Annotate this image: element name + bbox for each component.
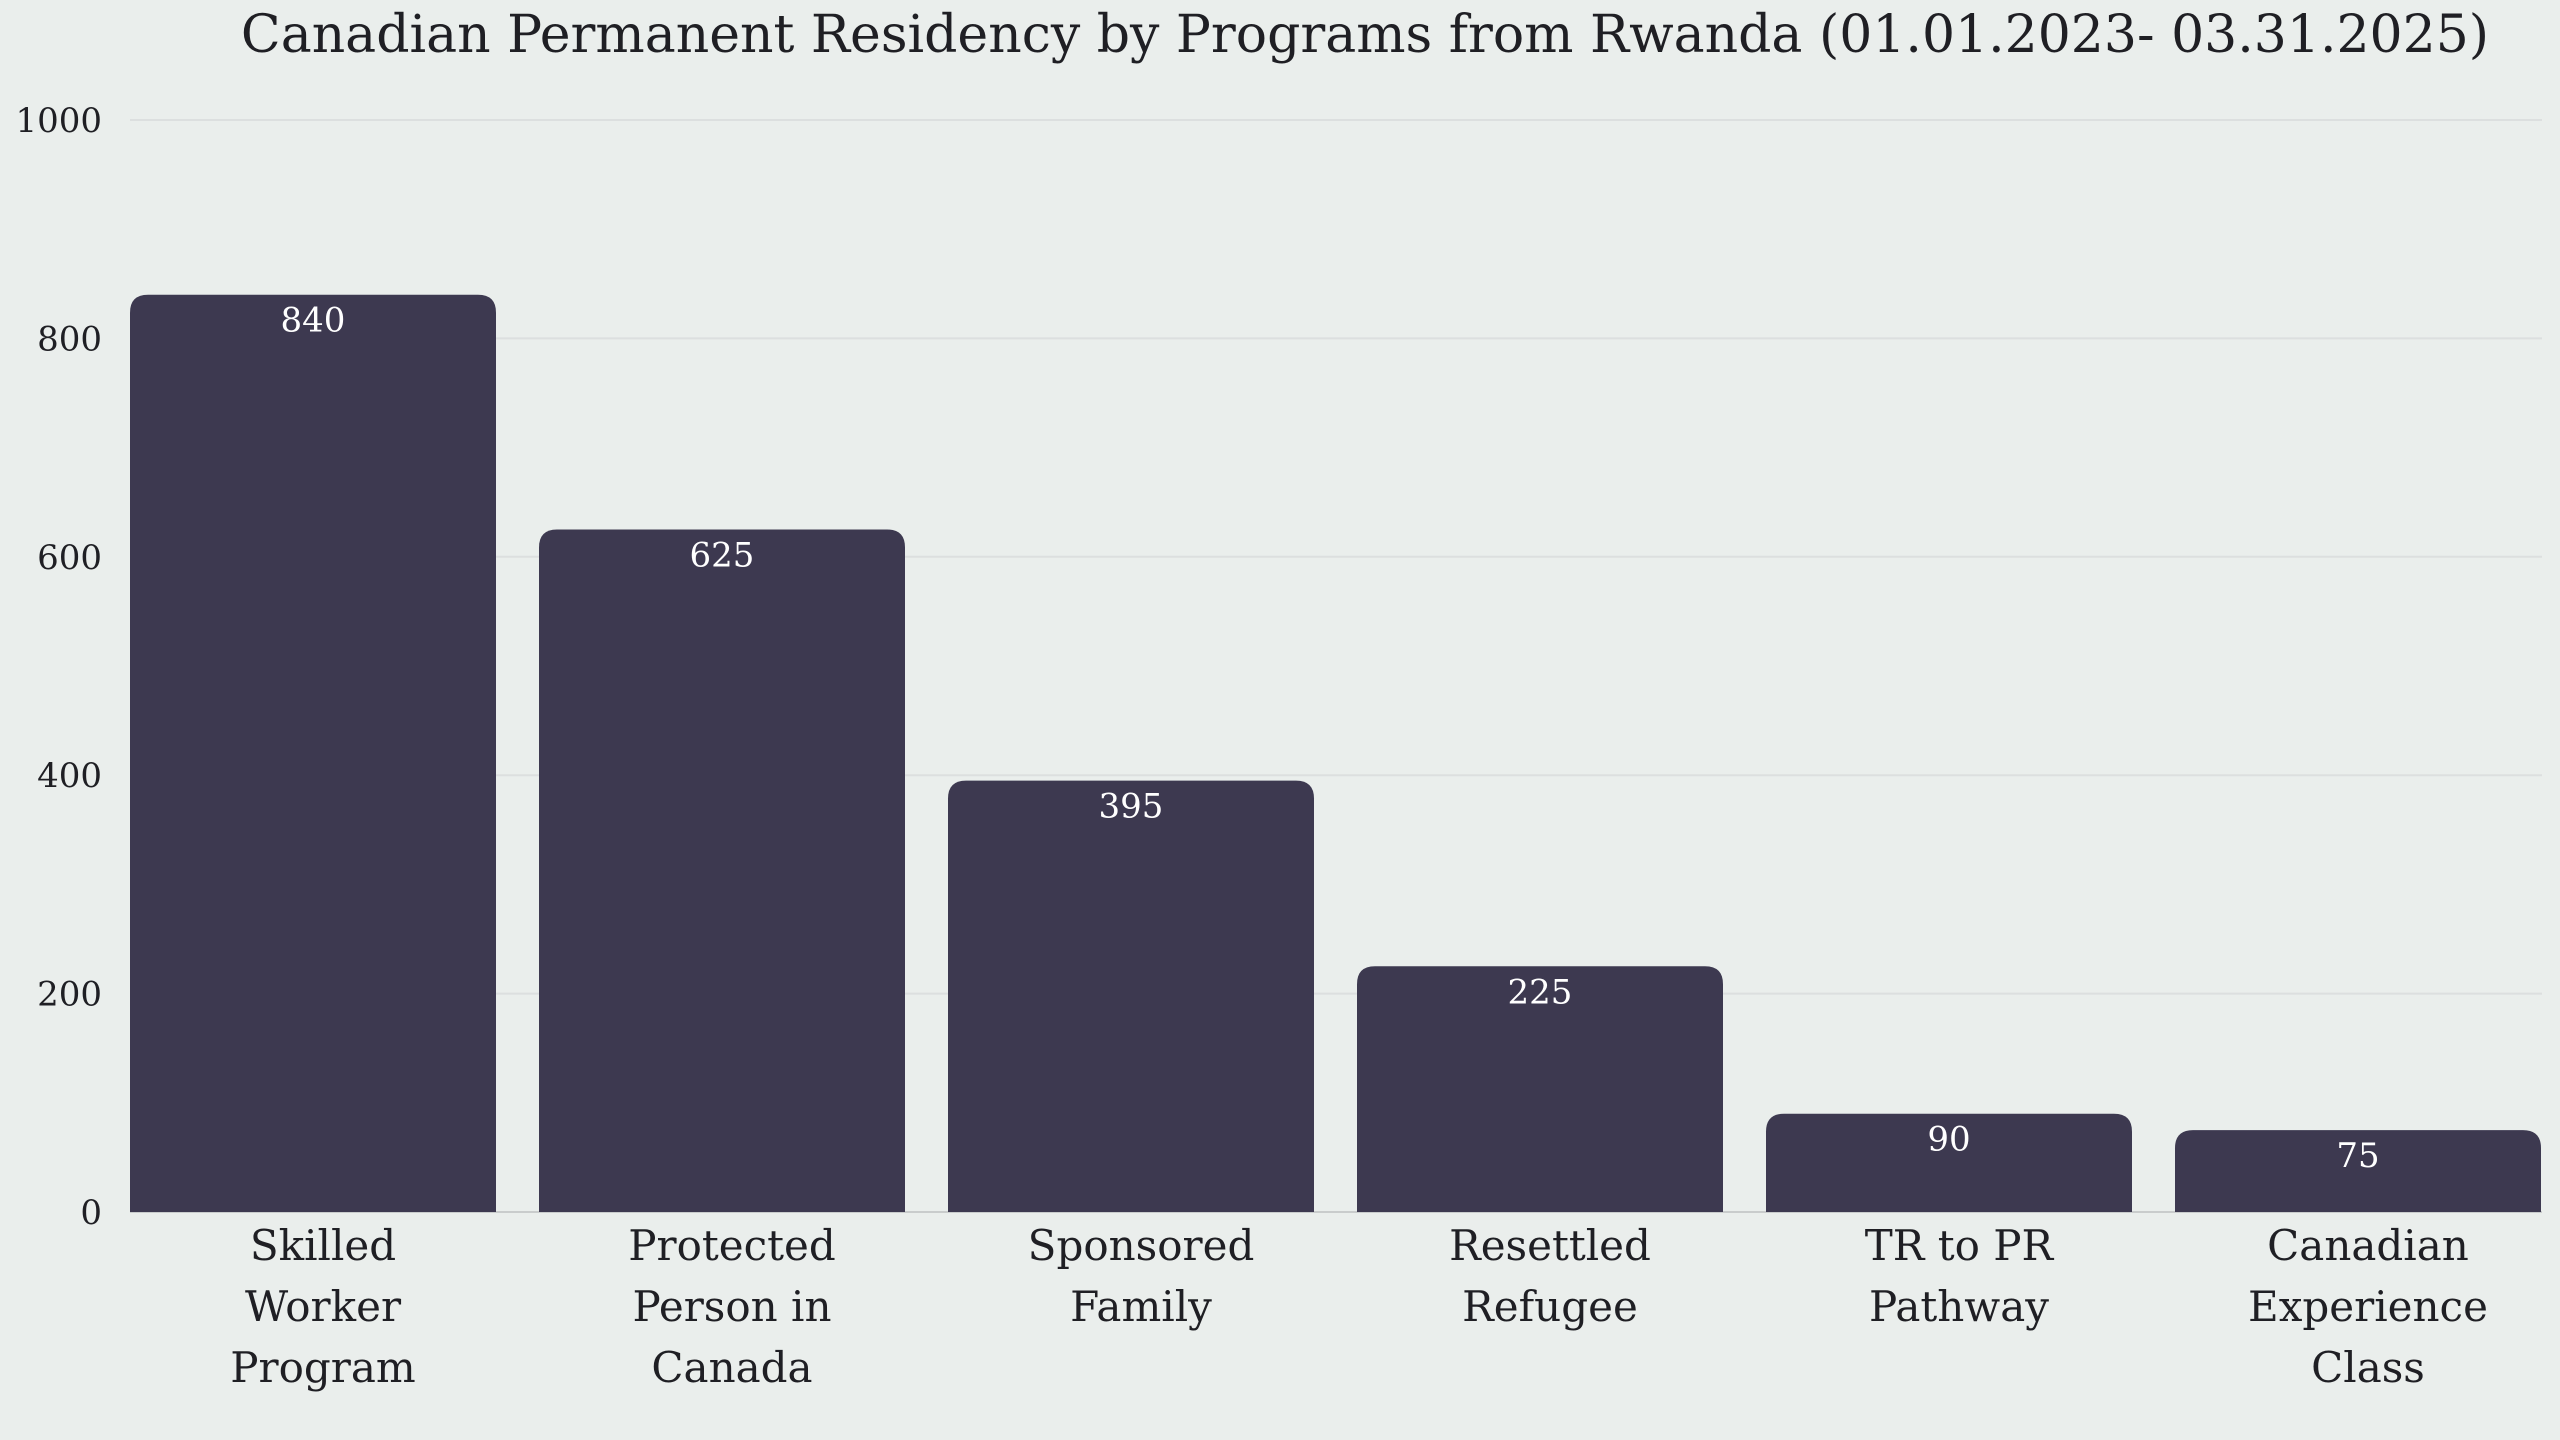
bar	[1357, 966, 1723, 1212]
x-tick-label-line: Protected	[628, 1221, 836, 1270]
chart-title: Canadian Permanent Residency by Programs…	[241, 5, 2489, 65]
x-tick-label-line: Program	[230, 1343, 415, 1392]
x-tick-label-line: Canada	[651, 1343, 812, 1392]
bar	[130, 294, 496, 1213]
x-tick-label: Protected Person in Canada	[628, 1221, 836, 1392]
data-label: 395	[1099, 787, 1164, 827]
data-label: 225	[1508, 972, 1573, 1012]
x-tick-label: Canadian Experience Class	[2248, 1221, 2488, 1392]
x-tick-label-line: Class	[2311, 1343, 2425, 1392]
x-tick-label-line: Pathway	[1869, 1282, 2049, 1331]
data-label: 75	[2336, 1136, 2379, 1176]
y-tick-label: 400	[37, 756, 102, 796]
x-tick-label-line: TR to PR	[1865, 1221, 2055, 1270]
y-tick-label: 200	[37, 975, 102, 1015]
y-tick-label: 1000	[15, 101, 102, 141]
x-tick-label-line: Skilled	[250, 1221, 396, 1270]
grid-lines	[130, 119, 2542, 1213]
x-tick-label-line: Sponsored	[1028, 1221, 1255, 1270]
bar	[1766, 1113, 2132, 1212]
y-tick-label: 0	[80, 1193, 102, 1233]
x-tick-label-line: Resettled	[1449, 1221, 1651, 1270]
data-label: 840	[281, 301, 346, 341]
data-labels: 840 625 395 225 90 75	[281, 301, 2380, 1176]
bars	[130, 294, 2541, 1213]
bar	[539, 529, 905, 1212]
x-tick-label-line: Canadian	[2267, 1221, 2469, 1270]
x-tick-label: TR to PR Pathway	[1865, 1221, 2055, 1331]
x-tick-label: Sponsored Family	[1028, 1221, 1255, 1331]
y-tick-label: 600	[37, 538, 102, 578]
x-tick-label-line: Experience	[2248, 1282, 2488, 1331]
x-tick-label-line: Worker	[245, 1282, 402, 1331]
y-axis-ticks: 0 200 400 600 800 1000	[15, 101, 102, 1233]
data-label: 90	[1927, 1120, 1970, 1160]
x-tick-label: Resettled Refugee	[1449, 1221, 1651, 1331]
x-tick-label: Skilled Worker Program	[230, 1221, 415, 1392]
data-label: 625	[690, 536, 755, 576]
x-tick-label-line: Person in	[632, 1282, 831, 1331]
x-tick-label-line: Family	[1070, 1282, 1212, 1331]
bar	[948, 780, 1314, 1212]
y-tick-label: 800	[37, 319, 102, 359]
bar	[2175, 1130, 2541, 1212]
x-axis-ticks: Skilled Worker Program Protected Person in Ca…	[230, 1221, 2488, 1392]
x-tick-label-line: Refugee	[1462, 1282, 1638, 1331]
